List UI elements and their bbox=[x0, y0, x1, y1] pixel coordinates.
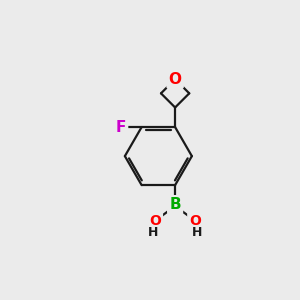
Text: H: H bbox=[148, 226, 158, 239]
Text: B: B bbox=[169, 197, 181, 212]
Text: O: O bbox=[169, 72, 182, 87]
Text: F: F bbox=[116, 120, 126, 135]
Text: H: H bbox=[192, 226, 202, 239]
Text: O: O bbox=[189, 214, 201, 228]
Text: O: O bbox=[149, 214, 161, 228]
